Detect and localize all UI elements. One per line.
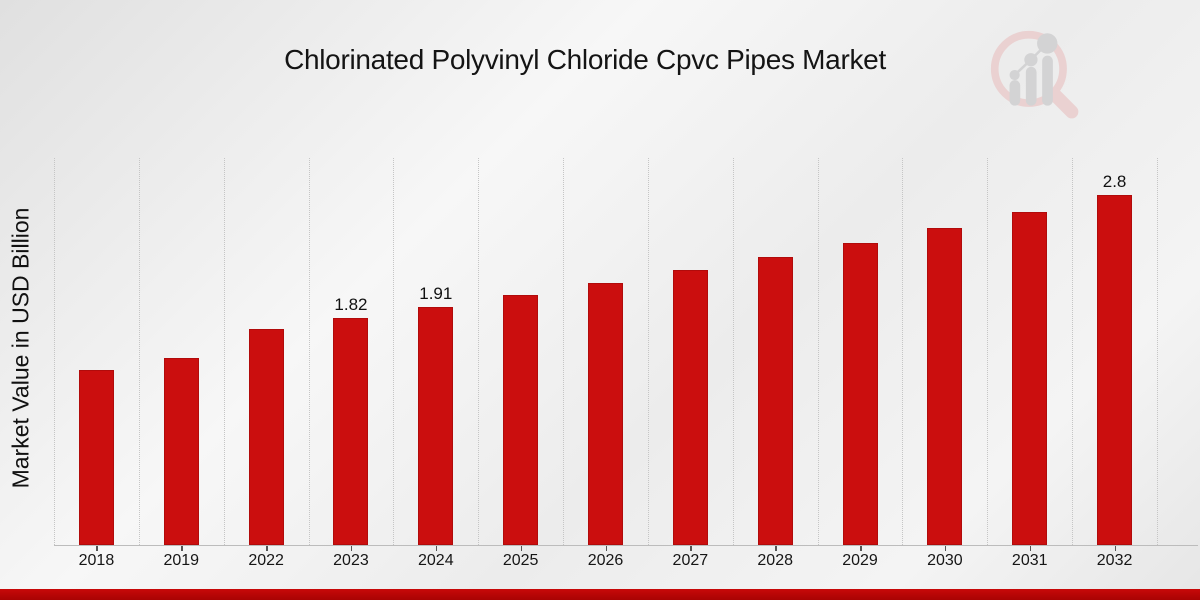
bar-2023	[333, 318, 369, 545]
magnifier-bar-chart-watermark-icon	[990, 30, 1079, 119]
x-axis-tick-2018	[96, 545, 98, 551]
x-axis-tick-2023	[350, 545, 353, 551]
bar-2029	[842, 243, 878, 545]
gridline	[902, 158, 904, 545]
x-axis-label-2027: 2027	[672, 552, 709, 569]
x-axis-tick-2026	[605, 545, 607, 551]
gridline	[732, 158, 734, 545]
bar-2022	[248, 329, 284, 545]
x-axis-label-2025: 2025	[502, 552, 539, 569]
bar-2019	[163, 358, 199, 545]
x-axis-tick-2025	[520, 545, 523, 551]
gridline	[647, 158, 649, 545]
y-axis-label: Market Value in USD Billion	[7, 207, 34, 489]
footer-accent-bar	[0, 589, 1200, 600]
gridline	[393, 158, 395, 545]
x-axis-label-2029: 2029	[842, 552, 878, 569]
x-axis-tick-2030	[944, 545, 947, 551]
gridline	[1157, 158, 1158, 545]
x-axis-tick-2022	[266, 545, 268, 551]
gridline	[563, 158, 565, 545]
bar-2031	[1012, 212, 1048, 545]
x-axis-label-2019: 2019	[163, 552, 200, 569]
x-axis-tick-2027	[690, 545, 692, 551]
bar-value-label-2024: 1.91	[419, 284, 453, 303]
bar-2030	[927, 228, 963, 545]
bar-2018	[78, 370, 114, 545]
chart-title: Chlorinated Polyvinyl Chloride Cpvc Pipe…	[284, 44, 886, 75]
x-axis-tick-2028	[775, 545, 777, 551]
gridline	[223, 158, 225, 545]
x-axis-label-2028: 2028	[757, 552, 793, 569]
x-axis-label-2026: 2026	[587, 552, 624, 569]
bar-2025	[503, 295, 539, 545]
x-axis-label-2030: 2030	[927, 552, 963, 569]
bar-2024	[418, 307, 454, 545]
x-axis-label-2022: 2022	[248, 552, 284, 569]
x-axis-tick-2024	[435, 545, 438, 551]
gridline	[138, 158, 140, 545]
x-axis-tick-2031	[1029, 545, 1032, 551]
x-axis-tick-2029	[860, 545, 862, 551]
bar-value-label-2023: 1.82	[334, 295, 368, 314]
x-axis-label-2031: 2031	[1011, 552, 1048, 569]
gridline	[817, 158, 819, 545]
x-axis-label-2024: 2024	[418, 552, 454, 569]
x-axis-label-2032: 2032	[1096, 552, 1133, 569]
x-axis-label-2023: 2023	[333, 552, 369, 569]
bar-2032	[1097, 195, 1133, 545]
y-axis-line	[54, 158, 55, 545]
gridline	[308, 158, 310, 545]
x-axis-label-2018: 2018	[78, 552, 115, 569]
x-axis-tick-2032	[1114, 545, 1117, 551]
bar-value-label-2032: 2.8	[1102, 172, 1127, 191]
x-axis-line	[54, 545, 1198, 546]
x-axis-tick-2019	[181, 545, 183, 551]
bar-2026	[588, 283, 623, 545]
gridline	[987, 158, 989, 545]
bar-2028	[757, 257, 793, 545]
gridline	[1072, 158, 1074, 545]
bar-2027	[672, 270, 708, 545]
gridline	[478, 158, 480, 545]
